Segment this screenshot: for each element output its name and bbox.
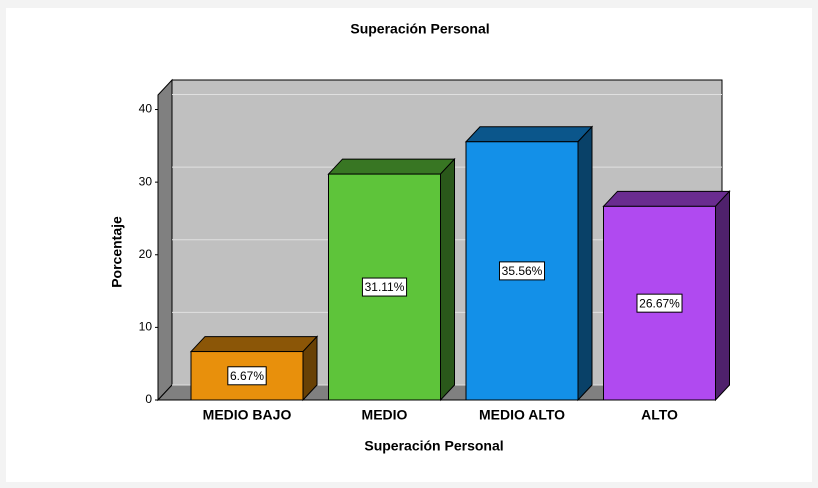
y-tick-label: 20 [139, 247, 153, 261]
x-tick-label: ALTO [641, 407, 678, 423]
left-wall [157, 78, 173, 402]
value-label-box [361, 277, 408, 297]
y-axis-title: Porcentaje [109, 216, 125, 288]
y-tick-label: 0 [145, 392, 152, 406]
bar-side [577, 125, 593, 402]
y-tick-label: 40 [139, 102, 153, 116]
value-label: 31.11% [365, 280, 405, 294]
y-tick-label: 30 [139, 174, 153, 188]
x-tick-label: MEDIO ALTO [479, 407, 565, 423]
value-label: 26.67% [639, 296, 680, 310]
bar-top [327, 158, 456, 175]
bar-top [602, 190, 731, 207]
y-tick-label: 10 [139, 320, 153, 334]
bar-side [715, 190, 730, 402]
x-tick-label: MEDIO [362, 407, 408, 423]
x-tick-label: MEDIO BAJO [203, 407, 292, 423]
value-label-box [498, 261, 546, 281]
value-label: 6.67% [230, 369, 264, 383]
value-label-box [227, 366, 267, 386]
bar-side [440, 157, 455, 402]
bar-top [464, 126, 594, 143]
value-label-box [636, 293, 683, 313]
value-label: 35.56% [502, 264, 543, 278]
bar-top [189, 336, 319, 353]
chart-title: Superación Personal [350, 21, 489, 37]
x-axis-title: Superación Personal [364, 438, 503, 454]
